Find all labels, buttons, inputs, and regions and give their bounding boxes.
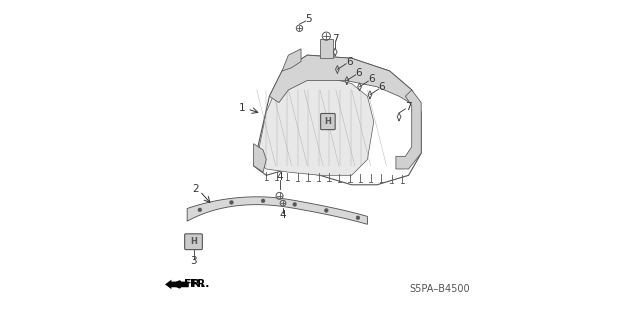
Polygon shape <box>282 49 301 71</box>
Polygon shape <box>253 144 266 172</box>
Polygon shape <box>320 39 333 58</box>
Text: 6: 6 <box>356 68 362 78</box>
Text: 6: 6 <box>368 75 375 85</box>
Text: FR.: FR. <box>190 279 210 289</box>
FancyBboxPatch shape <box>185 234 202 250</box>
Text: 4: 4 <box>276 172 283 182</box>
Text: FR.: FR. <box>184 279 205 289</box>
Polygon shape <box>257 77 374 175</box>
Text: 1: 1 <box>239 103 246 113</box>
Circle shape <box>293 203 296 206</box>
Text: 7: 7 <box>405 102 412 112</box>
Text: 4: 4 <box>280 210 286 220</box>
Text: H: H <box>324 117 332 126</box>
Text: H: H <box>190 237 197 246</box>
Text: 6: 6 <box>379 82 385 93</box>
Text: 5: 5 <box>306 14 312 25</box>
Polygon shape <box>187 197 367 224</box>
Circle shape <box>356 216 360 220</box>
Polygon shape <box>269 55 415 106</box>
Text: S5PA–B4500: S5PA–B4500 <box>410 284 470 294</box>
Text: 2: 2 <box>192 184 198 194</box>
Text: 6: 6 <box>346 57 353 67</box>
FancyBboxPatch shape <box>321 114 335 130</box>
Circle shape <box>198 208 202 212</box>
FancyArrow shape <box>165 280 189 289</box>
Circle shape <box>230 201 234 204</box>
Text: 3: 3 <box>190 256 197 266</box>
Circle shape <box>324 209 328 212</box>
Polygon shape <box>396 90 421 169</box>
Circle shape <box>261 199 265 203</box>
Text: 7: 7 <box>332 34 339 44</box>
